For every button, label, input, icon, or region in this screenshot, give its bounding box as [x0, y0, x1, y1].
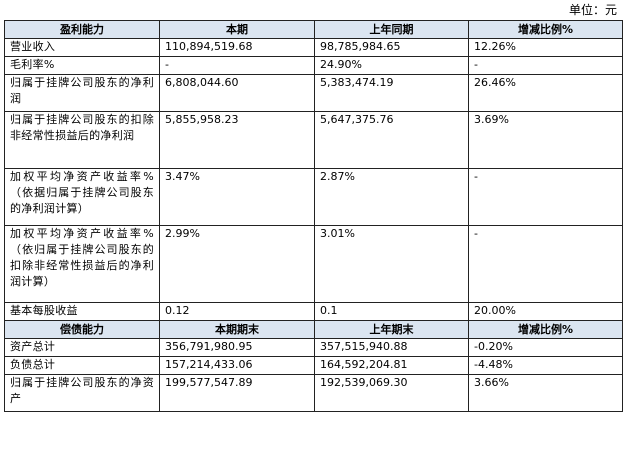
- cell-current: 3.47%: [159, 168, 315, 226]
- column-header: 增减比例%: [468, 20, 623, 39]
- cell-change: -4.48%: [468, 356, 623, 375]
- cell-change: 12.26%: [468, 38, 623, 57]
- cell-current: 6,808,044.60: [159, 74, 315, 112]
- cell-prior: 0.1: [314, 302, 469, 321]
- cell-current: 5,855,958.23: [159, 111, 315, 169]
- unit-label: 单位：元: [568, 3, 617, 17]
- cell-change: -: [468, 168, 623, 226]
- table-row: 负债总计 157,214,433.06 164,592,204.81 -4.48…: [4, 356, 623, 375]
- cell-prior: 24.90%: [314, 56, 469, 75]
- cell-prior: 192,539,069.30: [314, 374, 469, 412]
- cell-change: 26.46%: [468, 74, 623, 112]
- column-header: 增减比例%: [468, 320, 623, 339]
- cell-change: -: [468, 56, 623, 75]
- row-label: 毛利率%: [4, 56, 160, 75]
- row-label: 基本每股收益: [4, 302, 160, 321]
- financial-summary-table: 盈利能力 本期 上年同期 增减比例% 营业收入 110,894,519.68 9…: [4, 20, 623, 412]
- cell-prior: 164,592,204.81: [314, 356, 469, 375]
- table-row: 营业收入 110,894,519.68 98,785,984.65 12.26%: [4, 38, 623, 57]
- column-header: 偿债能力: [4, 320, 160, 339]
- row-label: 归属于挂牌公司股东的净利润: [4, 74, 160, 112]
- cell-current: 0.12: [159, 302, 315, 321]
- row-label: 归属于挂牌公司股东的净资产: [4, 374, 160, 412]
- cell-prior: 5,383,474.19: [314, 74, 469, 112]
- cell-current: 157,214,433.06: [159, 356, 315, 375]
- table-row: 加权平均净资产收益率%（依据归属于挂牌公司股东的净利润计算） 3.47% 2.8…: [4, 168, 623, 226]
- row-label: 归属于挂牌公司股东的扣除非经常性损益后的净利润: [4, 111, 160, 169]
- cell-prior: 2.87%: [314, 168, 469, 226]
- row-label: 资产总计: [4, 338, 160, 357]
- table-row: 基本每股收益 0.12 0.1 20.00%: [4, 302, 623, 321]
- row-label: 负债总计: [4, 356, 160, 375]
- column-header: 上年同期: [314, 20, 469, 39]
- cell-prior: 98,785,984.65: [314, 38, 469, 57]
- cell-current: 2.99%: [159, 225, 315, 303]
- row-label: 加权平均净资产收益率%（依据归属于挂牌公司股东的净利润计算）: [4, 168, 160, 226]
- cell-current: -: [159, 56, 315, 75]
- column-header: 上年期末: [314, 320, 469, 339]
- cell-prior: 5,647,375.76: [314, 111, 469, 169]
- cell-change: -: [468, 225, 623, 303]
- cell-prior: 357,515,940.88: [314, 338, 469, 357]
- row-label: 加权平均净资产收益率%（依归属于挂牌公司股东的扣除非经常性损益后的净利润计算）: [4, 225, 160, 303]
- solvency-header-row: 偿债能力 本期期末 上年期末 增减比例%: [4, 320, 623, 339]
- cell-current: 110,894,519.68: [159, 38, 315, 57]
- cell-change: 20.00%: [468, 302, 623, 321]
- cell-current: 356,791,980.95: [159, 338, 315, 357]
- profitability-header-row: 盈利能力 本期 上年同期 增减比例%: [4, 20, 623, 39]
- cell-change: -0.20%: [468, 338, 623, 357]
- table-row: 毛利率% - 24.90% -: [4, 56, 623, 75]
- table-row: 加权平均净资产收益率%（依归属于挂牌公司股东的扣除非经常性损益后的净利润计算） …: [4, 225, 623, 303]
- cell-current: 199,577,547.89: [159, 374, 315, 412]
- cell-prior: 3.01%: [314, 225, 469, 303]
- table-row: 归属于挂牌公司股东的净资产 199,577,547.89 192,539,069…: [4, 374, 623, 412]
- column-header: 本期期末: [159, 320, 315, 339]
- cell-change: 3.66%: [468, 374, 623, 412]
- table-row: 归属于挂牌公司股东的净利润 6,808,044.60 5,383,474.19 …: [4, 74, 623, 112]
- column-header: 本期: [159, 20, 315, 39]
- cell-change: 3.69%: [468, 111, 623, 169]
- table-row: 归属于挂牌公司股东的扣除非经常性损益后的净利润 5,855,958.23 5,6…: [4, 111, 623, 169]
- table-row: 资产总计 356,791,980.95 357,515,940.88 -0.20…: [4, 338, 623, 357]
- row-label: 营业收入: [4, 38, 160, 57]
- column-header: 盈利能力: [4, 20, 160, 39]
